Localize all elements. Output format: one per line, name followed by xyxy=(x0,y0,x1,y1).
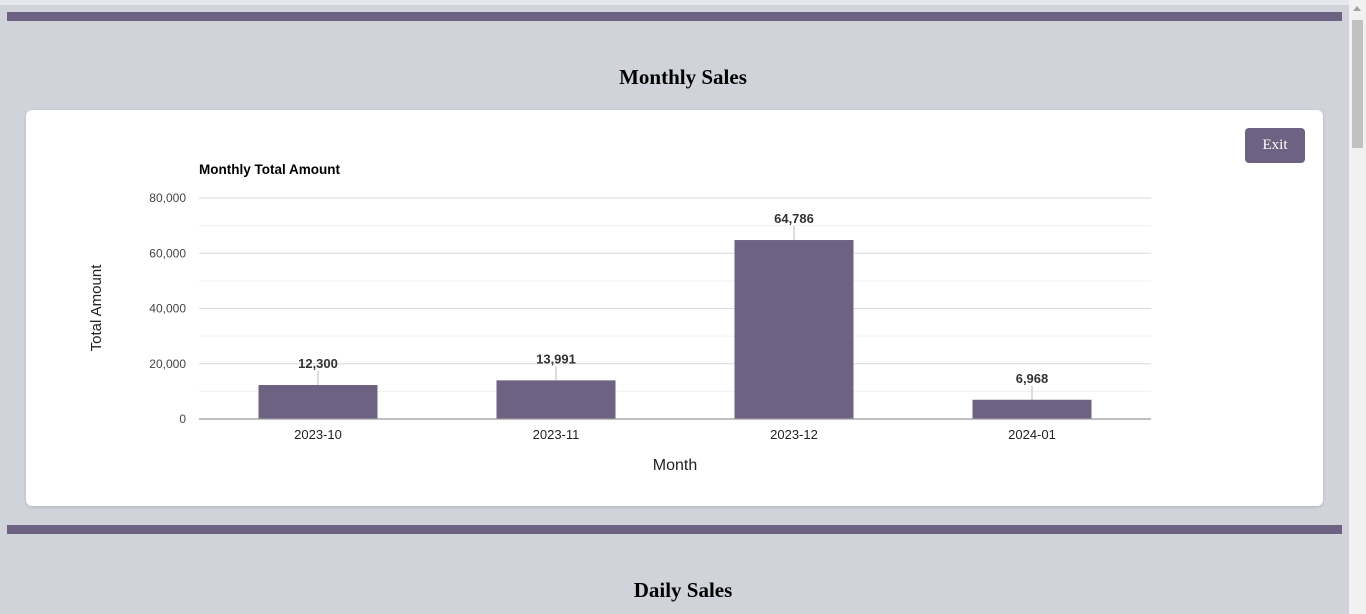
data-label: 64,786 xyxy=(774,211,814,226)
bar-2023-12[interactable] xyxy=(734,240,854,419)
y-tick-label: 40,000 xyxy=(149,302,186,316)
exit-button[interactable]: Exit xyxy=(1245,128,1305,163)
monthly-sales-title: Monthly Sales xyxy=(619,65,747,89)
data-label: 13,991 xyxy=(536,351,576,366)
bar-2024-01[interactable] xyxy=(972,399,1092,419)
window-top-edge xyxy=(0,0,1349,5)
middle-divider-bar xyxy=(7,525,1342,534)
x-tick-label: 2023-12 xyxy=(770,427,818,442)
y-tick-label: 20,000 xyxy=(149,357,186,371)
top-divider-bar xyxy=(7,12,1342,21)
bar-2023-11[interactable] xyxy=(496,380,616,419)
y-tick-label: 60,000 xyxy=(149,246,186,260)
chart-title: Monthly Total Amount xyxy=(199,162,340,177)
x-tick-label: 2023-10 xyxy=(294,427,342,442)
chart-bars xyxy=(258,240,1092,419)
monthly-chart-card: Exit 0 20,000 40,000 60,000 80,000 12,300 2023… xyxy=(26,110,1323,506)
y-axis-title: Total Amount xyxy=(88,264,105,352)
x-tick-label: 2024-01 xyxy=(1008,427,1056,442)
data-label: 12,300 xyxy=(298,356,338,371)
x-axis-title: Month xyxy=(653,457,697,474)
chart-labels: 0 20,000 40,000 60,000 80,000 12,300 2023-10 13… xyxy=(149,191,1056,442)
vertical-scrollbar[interactable] xyxy=(1349,0,1366,614)
scroll-up-arrow-icon[interactable] xyxy=(1353,6,1361,11)
scrollbar-thumb[interactable] xyxy=(1352,20,1363,148)
y-tick-label: 0 xyxy=(179,412,186,426)
monthly-bar-chart: 0 20,000 40,000 60,000 80,000 12,300 2023-10 13… xyxy=(88,162,1151,474)
y-tick-label: 80,000 xyxy=(149,191,186,205)
daily-sales-title: Daily Sales xyxy=(633,578,733,602)
data-label: 6,968 xyxy=(1016,371,1049,386)
x-tick-label: 2023-11 xyxy=(533,427,580,442)
bar-2023-10[interactable] xyxy=(258,385,378,419)
chart-gridlines xyxy=(199,197,1151,392)
